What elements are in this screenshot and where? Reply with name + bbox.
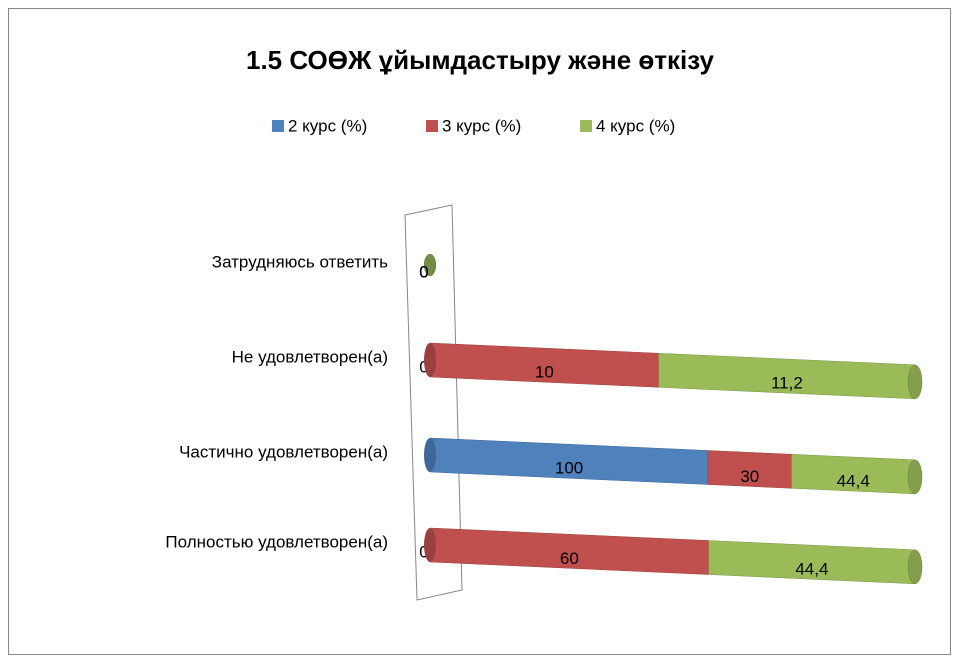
category-label: Затрудняюсь ответить	[212, 252, 388, 271]
legend-label: 3 курс (%)	[442, 116, 521, 135]
legend-label: 2 курс (%)	[288, 116, 367, 135]
bar-segment	[424, 254, 436, 276]
value-label: 44,4	[795, 560, 828, 579]
bar-end-cap	[907, 364, 923, 400]
chart-title: 1.5 СОӨЖ ұйымдастыру және өткізу	[246, 45, 715, 75]
legend-swatch	[272, 120, 284, 132]
bar-end-cap	[907, 549, 923, 585]
category-label: Частично удовлетворен(а)	[179, 442, 388, 461]
bar-start-cap	[424, 528, 436, 562]
category-label: Полностью удовлетворен(а)	[165, 532, 388, 551]
legend-swatch	[426, 120, 438, 132]
category-label: Не удовлетворен(а)	[232, 347, 388, 366]
bar-start-cap	[424, 343, 436, 377]
value-label: 0	[419, 262, 428, 281]
value-label: 10	[535, 363, 554, 382]
legend-label: 4 курс (%)	[596, 116, 675, 135]
value-label: 30	[740, 467, 759, 486]
value-label: 0	[419, 357, 428, 376]
value-label: 44,4	[837, 472, 870, 491]
bar-end-cap	[907, 459, 923, 495]
value-label: 0	[419, 262, 428, 281]
value-label: 0	[419, 262, 428, 281]
value-label: 0	[419, 542, 428, 561]
value-label: 60	[560, 549, 579, 568]
value-label: 100	[555, 459, 583, 478]
back-wall	[404, 204, 463, 601]
value-label: 11,2	[771, 374, 803, 393]
bar-start-cap	[424, 438, 436, 472]
legend-swatch	[580, 120, 592, 132]
